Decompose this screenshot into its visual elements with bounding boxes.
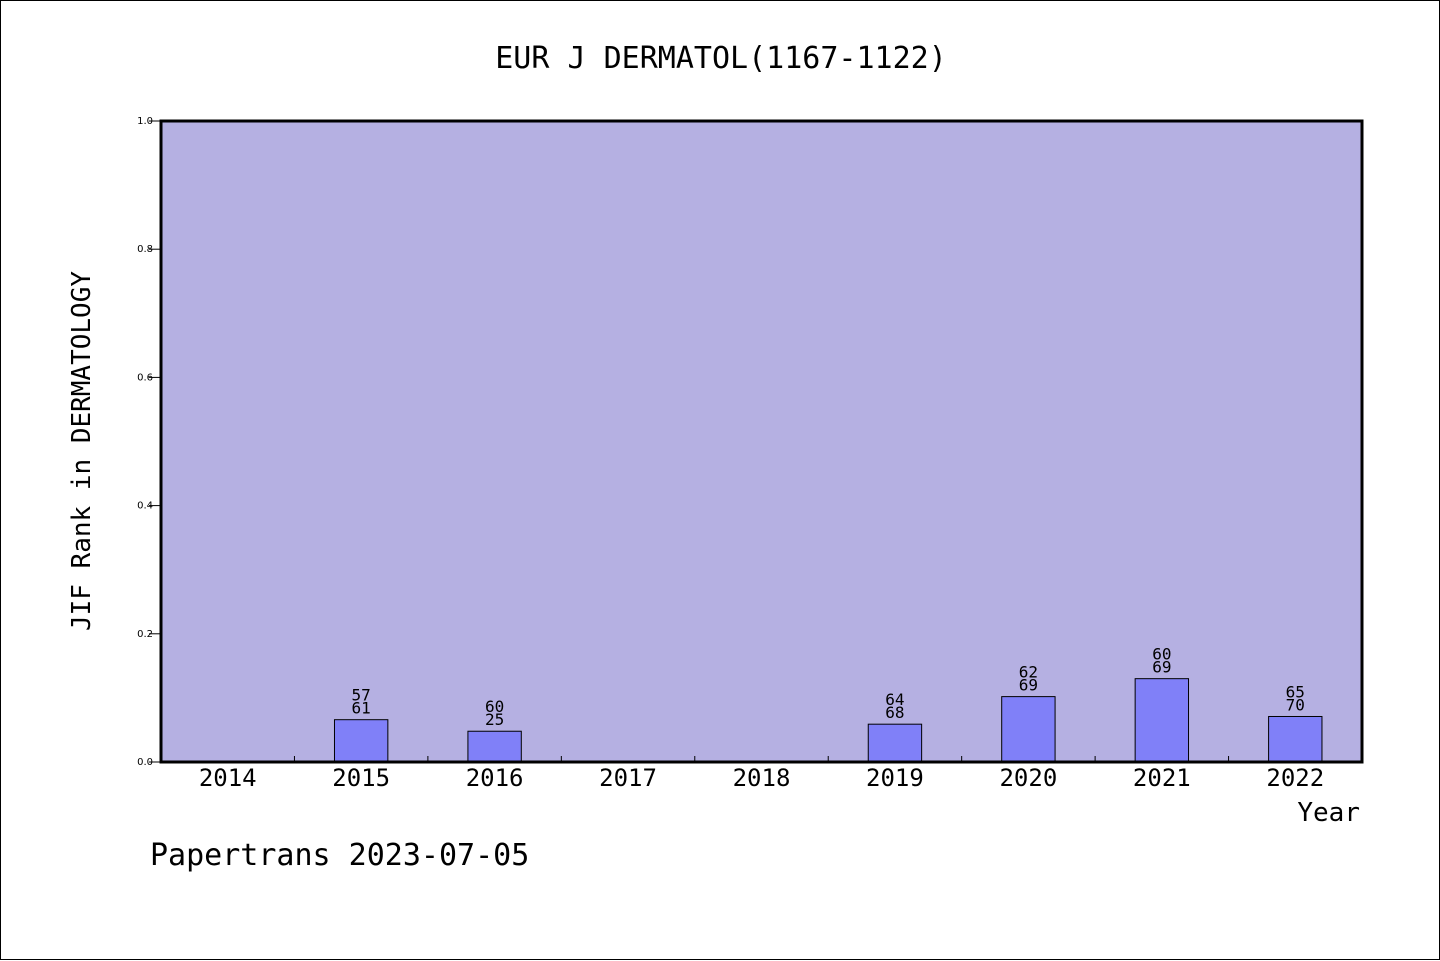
x-tick-label: 2015 [332, 764, 390, 792]
bar-label: 68 [885, 703, 904, 722]
bar-label: 57 [352, 686, 371, 705]
bar-label: 61 [352, 699, 371, 718]
y-tick-label: 0.4 [137, 501, 153, 512]
bar-label: 64 [885, 690, 904, 709]
y-tick-label: 0.6 [137, 372, 153, 383]
bar-label: 62 [1019, 663, 1038, 682]
y-axis-ticks: 0.0 0.2 0.4 0.6 0.8 1.0 [137, 116, 161, 768]
x-tick-label: 2014 [199, 764, 257, 792]
bar-label: 25 [485, 710, 504, 729]
bar [333, 719, 389, 763]
bar [867, 723, 923, 763]
plot-border [159, 119, 1364, 764]
y-tick-label: 0.0 [137, 757, 153, 768]
y-tick-label: 0.8 [137, 244, 153, 255]
y-tick-label: 1.0 [137, 116, 153, 127]
bar-label: 69 [1019, 676, 1038, 695]
x-tick-label: 2021 [1133, 764, 1191, 792]
bar [1268, 715, 1323, 763]
plot-area [161, 121, 1362, 762]
chart-title: EUR J DERMATOL(1167-1122) [495, 41, 947, 76]
bar-label: 65 [1286, 682, 1305, 701]
x-tick-label: 2020 [999, 764, 1057, 792]
x-axis-ticks: 2014 2015 2016 2017 2018 2019 2020 2021 2022 [199, 756, 1324, 792]
bar-label: 60 [485, 697, 504, 716]
x-tick-label: 2022 [1266, 764, 1324, 792]
x-tick-label: 2019 [866, 764, 924, 792]
bar-label: 69 [1152, 658, 1171, 677]
footer-text: Papertrans 2023-07-05 [150, 838, 529, 873]
x-tick-label: 2017 [599, 764, 657, 792]
bar [1001, 696, 1056, 763]
x-tick-label: 2016 [466, 764, 524, 792]
bar [1134, 678, 1190, 763]
y-tick-label: 0.2 [137, 629, 153, 640]
bar-label: 60 [1152, 645, 1171, 664]
bars [333, 678, 1323, 763]
bar [467, 730, 522, 763]
x-tick-label: 2018 [733, 764, 791, 792]
bar-label: 70 [1286, 695, 1305, 714]
y-axis-label: JIF Rank in DERMATOLOGY [67, 271, 97, 631]
x-axis-label: Year [1297, 798, 1360, 828]
